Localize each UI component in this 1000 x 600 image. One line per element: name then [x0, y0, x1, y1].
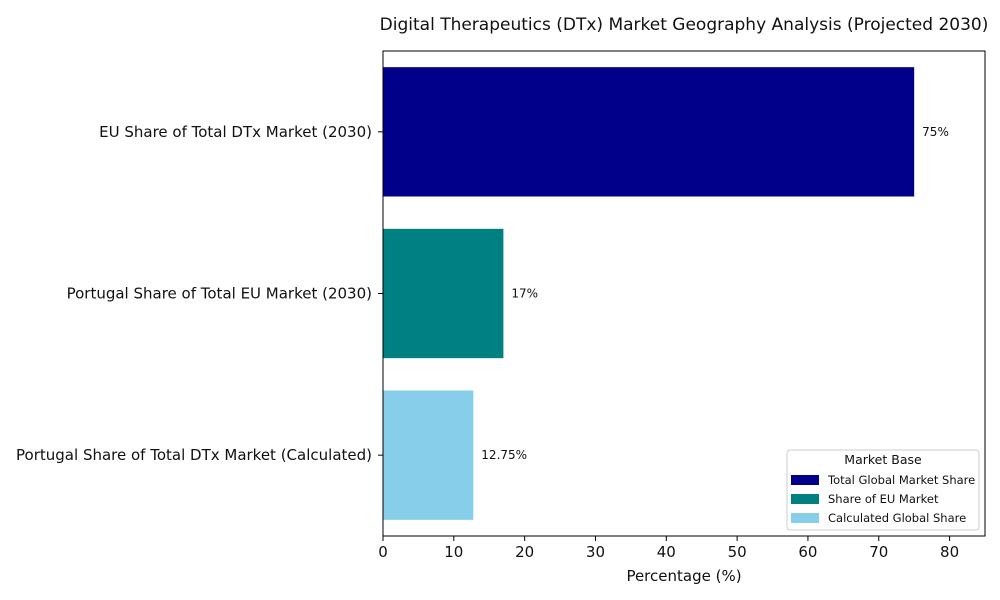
chart-title: Digital Therapeutics (DTx) Market Geogra…: [380, 15, 989, 35]
x-tick-label: 60: [798, 543, 817, 561]
category-label: Portugal Share of Total DTx Market (Calc…: [16, 446, 372, 464]
x-tick-label: 10: [444, 543, 463, 561]
y-axis-ticks: [378, 131, 383, 456]
bar: [383, 67, 915, 197]
bar: [383, 390, 474, 520]
legend-items: Total Global Market Share Share of EU Mar…: [791, 473, 975, 525]
data-label: 17%: [511, 287, 538, 301]
x-tick-label: 80: [940, 543, 959, 561]
legend-swatch: [791, 513, 819, 523]
x-axis-label: Percentage (%): [626, 567, 741, 585]
data-label: 12.75%: [481, 448, 527, 462]
x-tick-label: 20: [515, 543, 534, 561]
x-axis-ticks: 0 10 20 30 40 50 60 70 80: [378, 536, 959, 561]
category-label: Portugal Share of Total EU Market (2030): [67, 285, 372, 303]
legend-swatch: [791, 494, 819, 504]
bar: [383, 228, 504, 359]
category-labels: EU Share of Total DTx Market (2030) Portu…: [16, 123, 372, 464]
data-labels: 75% 17% 12.75%: [481, 125, 949, 462]
x-tick-label: 30: [586, 543, 605, 561]
bars-group: [383, 67, 915, 520]
legend-box: [786, 449, 980, 531]
legend-label: Share of EU Market: [828, 492, 939, 506]
category-label: EU Share of Total DTx Market (2030): [99, 123, 372, 141]
legend-label: Calculated Global Share: [828, 511, 966, 525]
legend: Market Base Total Global Market Share Sha…: [786, 449, 980, 531]
legend-label: Total Global Market Share: [827, 473, 975, 487]
x-tick-label: 0: [378, 543, 388, 561]
x-tick-label: 40: [657, 543, 676, 561]
x-tick-label: 50: [728, 543, 747, 561]
x-tick-label: 70: [869, 543, 888, 561]
legend-swatch: [791, 475, 819, 485]
legend-title: Market Base: [844, 452, 922, 467]
data-label: 75%: [922, 125, 949, 139]
